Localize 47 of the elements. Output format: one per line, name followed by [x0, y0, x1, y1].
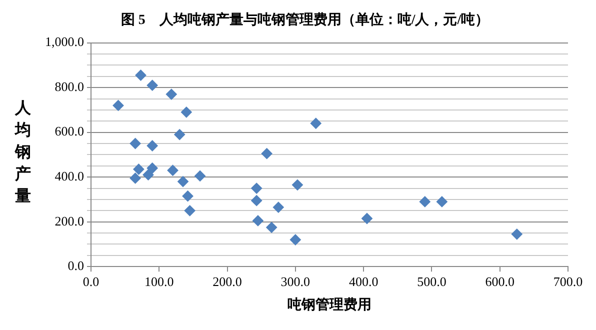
- y-tick-label: 600.0: [54, 124, 84, 139]
- point: [177, 176, 188, 188]
- x-tick-label: 400.0: [348, 274, 378, 289]
- point: [180, 106, 192, 118]
- point: [184, 205, 196, 216]
- point: [174, 129, 186, 140]
- y-tick-label: 400.0: [54, 168, 84, 184]
- point: [251, 195, 262, 206]
- point: [130, 172, 141, 184]
- x-tick-label: 700.0: [553, 274, 583, 289]
- point: [130, 138, 141, 150]
- point: [146, 80, 158, 91]
- y-tick-label: 1,000.0: [45, 34, 84, 50]
- point: [146, 140, 158, 152]
- x-tick-label: 100.0: [144, 274, 174, 289]
- x-tick-label: 200.0: [212, 274, 242, 289]
- point: [292, 179, 303, 190]
- point: [361, 212, 372, 224]
- y-axis-title: 人均钢产量: [14, 99, 32, 207]
- point: [146, 162, 158, 174]
- point: [272, 202, 284, 213]
- point: [167, 164, 178, 176]
- point: [142, 169, 154, 180]
- x-tick-label: 600.0: [485, 274, 514, 289]
- point: [133, 164, 144, 175]
- y-tick-label: 800.0: [54, 78, 84, 94]
- y-tick-label: 0.0: [68, 258, 84, 274]
- chart-title: 图 5 人均吨钢产量与吨钢管理费用（单位：吨/人，元/吨）: [120, 11, 490, 28]
- point: [194, 170, 206, 182]
- point: [419, 196, 430, 208]
- point: [251, 182, 262, 194]
- x-tick-label: 0.0: [82, 274, 100, 289]
- point: [135, 70, 146, 81]
- x-axis-title: 吨钢管理费用: [288, 297, 372, 314]
- point: [261, 148, 272, 160]
- x-tick-label: 500.0: [417, 274, 446, 289]
- point: [511, 228, 522, 240]
- point: [112, 100, 124, 111]
- point: [310, 118, 322, 129]
- point: [436, 196, 448, 208]
- point: [166, 88, 177, 100]
- point: [290, 234, 301, 246]
- point: [182, 190, 194, 202]
- x-tick-label: 300.0: [280, 274, 310, 289]
- point: [266, 222, 278, 233]
- point: [252, 215, 264, 226]
- y-tick-label: 200.0: [54, 213, 84, 228]
